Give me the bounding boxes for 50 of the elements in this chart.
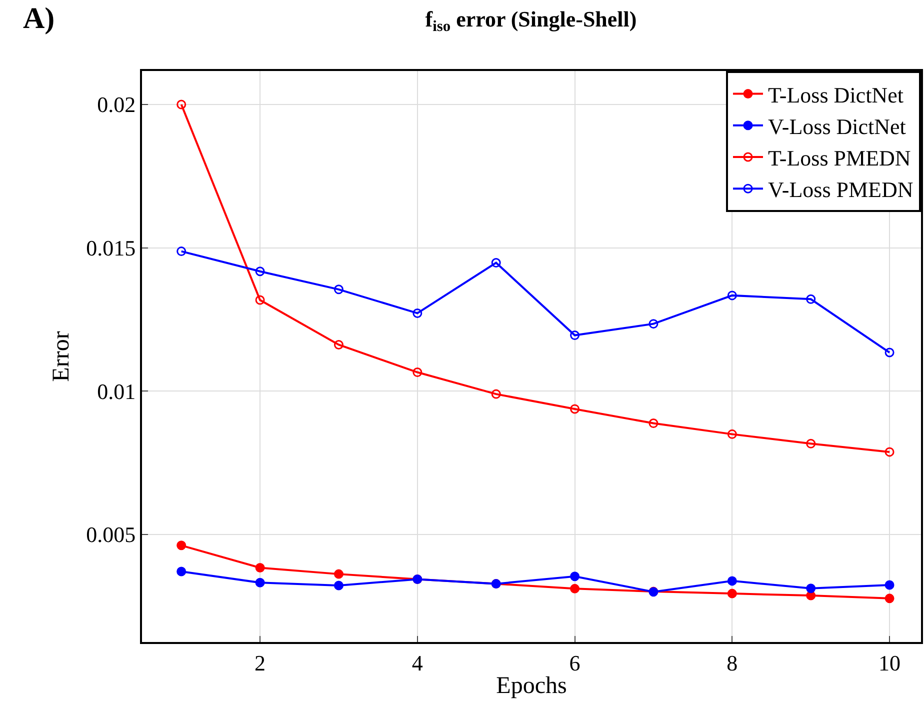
y-tick-label: 0.02 bbox=[97, 92, 136, 118]
point bbox=[884, 348, 894, 358]
point bbox=[806, 584, 816, 594]
point bbox=[648, 319, 658, 329]
point bbox=[727, 290, 737, 300]
text: A) bbox=[23, 2, 55, 35]
point bbox=[491, 389, 501, 399]
legend-label: T-Loss PMEDN bbox=[768, 146, 911, 171]
x-tick-label: 6 bbox=[569, 650, 580, 676]
x-tick-label: 10 bbox=[878, 650, 901, 676]
point bbox=[176, 566, 186, 576]
legend-label: T-Loss DictNet bbox=[768, 82, 904, 108]
point bbox=[255, 295, 265, 305]
point bbox=[334, 580, 344, 590]
point bbox=[727, 576, 737, 586]
point bbox=[255, 266, 265, 276]
point bbox=[570, 572, 580, 582]
point bbox=[570, 330, 580, 340]
point bbox=[255, 563, 265, 573]
chart-title: f$_{iso}$ error (Single-Shell) bbox=[425, 6, 637, 35]
point bbox=[570, 584, 580, 594]
point bbox=[334, 284, 344, 294]
point bbox=[334, 569, 344, 579]
point bbox=[176, 540, 186, 550]
y-tick-label: 0.015 bbox=[86, 236, 136, 261]
x-tick-label: 4 bbox=[412, 650, 423, 676]
legend-label: V-Loss PMEDN bbox=[768, 177, 914, 202]
x-tick-label: 8 bbox=[726, 650, 738, 676]
point bbox=[412, 308, 422, 318]
x-tick-label: 2 bbox=[254, 650, 266, 676]
y-tick-label: 0.005 bbox=[86, 522, 136, 548]
point bbox=[334, 340, 344, 350]
point bbox=[176, 246, 186, 256]
point bbox=[884, 594, 894, 604]
point bbox=[727, 429, 737, 439]
point bbox=[884, 580, 894, 590]
point bbox=[570, 404, 580, 414]
point bbox=[806, 294, 816, 304]
point bbox=[884, 447, 894, 457]
point bbox=[255, 578, 265, 588]
point bbox=[412, 368, 422, 378]
point bbox=[648, 418, 658, 428]
y-axis-title: Error bbox=[48, 331, 75, 382]
y-tick-label: 0.01 bbox=[97, 378, 136, 404]
legend-label: V-Loss DictNet bbox=[768, 114, 906, 139]
point bbox=[176, 100, 186, 110]
point bbox=[727, 588, 737, 598]
x-axis-title: Epochs bbox=[496, 673, 567, 700]
point bbox=[491, 258, 501, 268]
point bbox=[806, 438, 816, 448]
